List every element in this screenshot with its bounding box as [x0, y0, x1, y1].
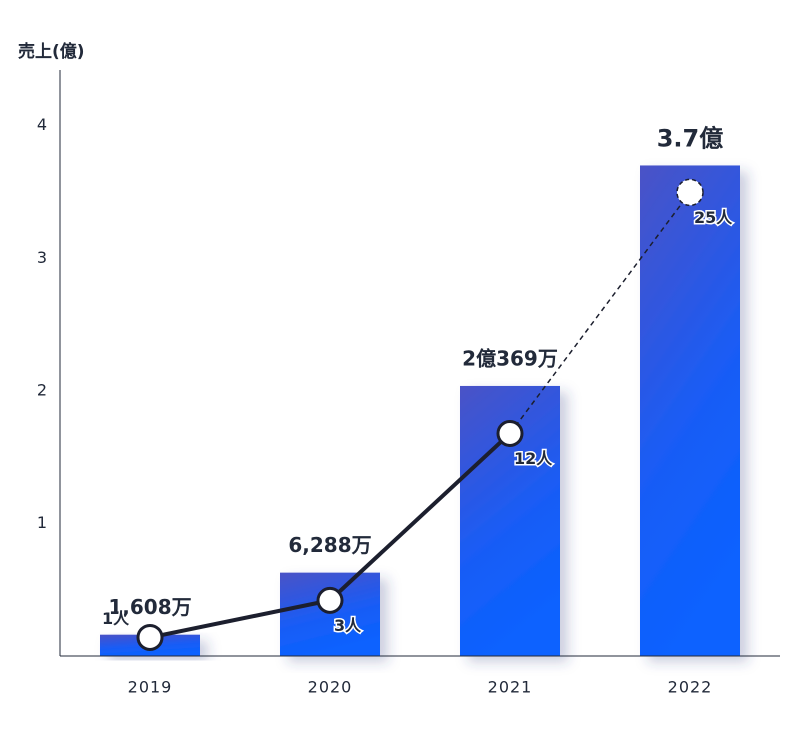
line-point	[136, 623, 164, 651]
bar	[640, 165, 740, 656]
x-tick-label: 2020	[308, 678, 353, 697]
x-tick-label: 2021	[488, 678, 533, 697]
bar-value-label: 3.7億	[657, 124, 724, 152]
bar-value-label: 6,288万	[288, 533, 371, 557]
line-point	[316, 586, 344, 614]
bar-value-label: 1,608万	[108, 595, 191, 619]
y-axis-label: 売上(億)	[18, 41, 85, 62]
y-tick-label: 4	[37, 115, 47, 134]
bar	[280, 572, 380, 656]
x-tick-label: 2022	[668, 678, 713, 697]
line-point	[676, 178, 704, 207]
line-point	[496, 419, 524, 447]
point-label: 25人	[694, 208, 733, 227]
y-tick-label: 1	[37, 513, 47, 532]
y-tick-label: 2	[37, 380, 47, 399]
point-label: 3人	[334, 616, 362, 635]
x-tick-label: 2019	[128, 678, 173, 697]
y-tick-label: 3	[37, 248, 47, 267]
point-label: 1人	[102, 609, 130, 628]
point-label: 12人	[514, 449, 553, 468]
bar-value-label: 2億369万	[462, 346, 558, 370]
